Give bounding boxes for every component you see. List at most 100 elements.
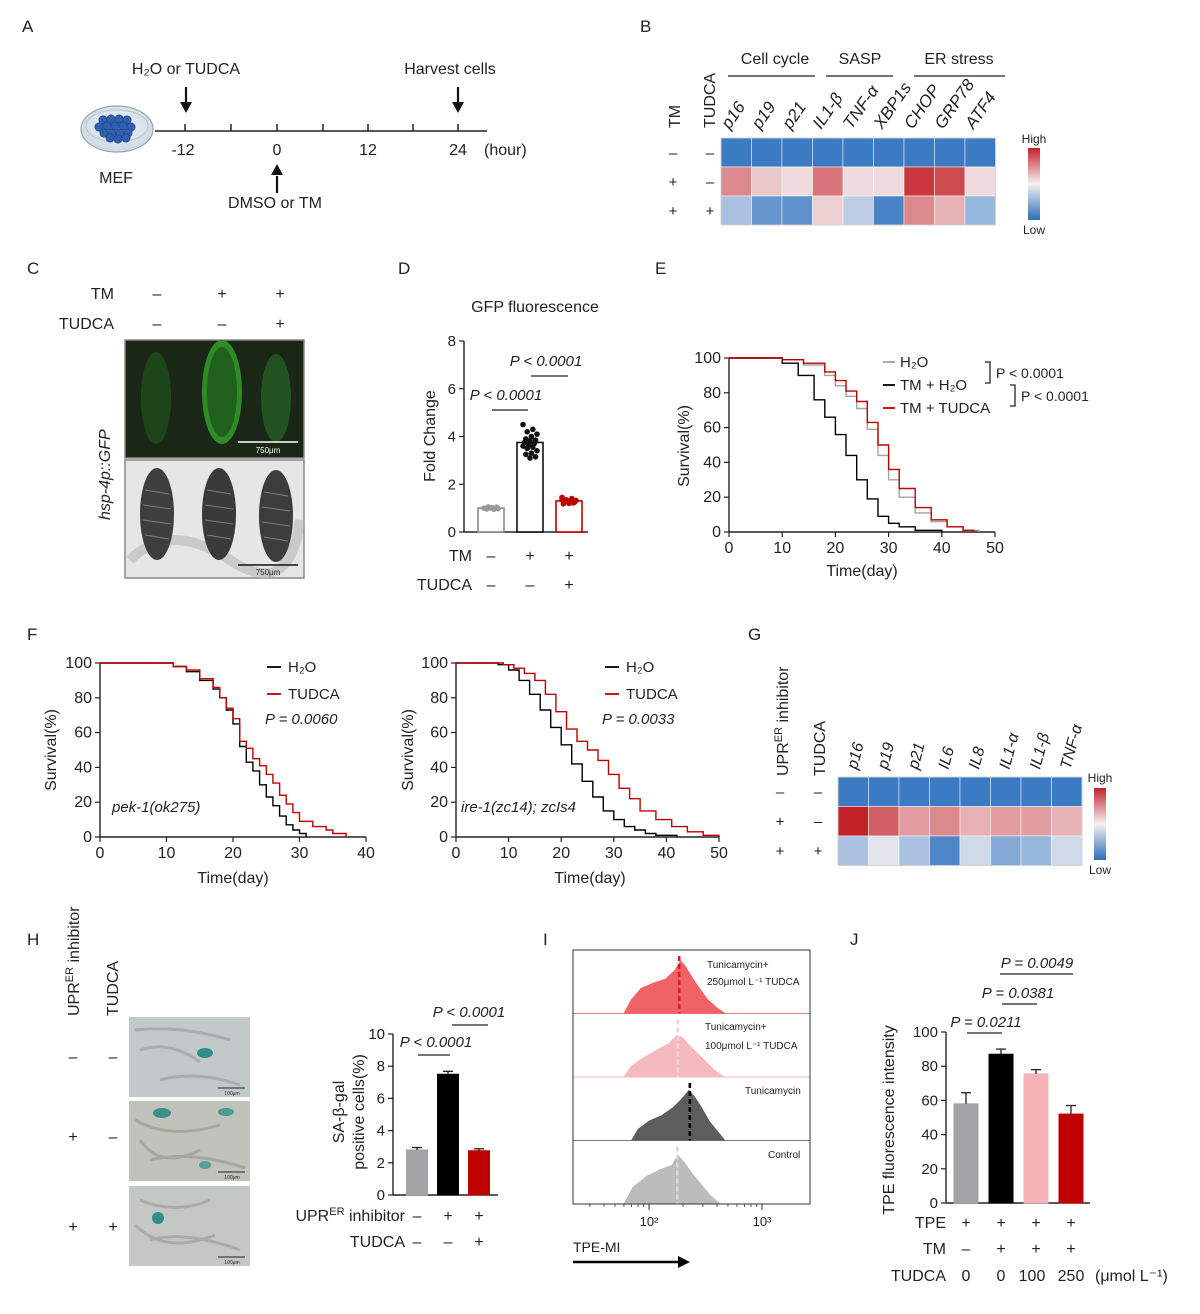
p-value-label: P < 0.0001	[470, 387, 542, 404]
heatmap-cell	[1020, 776, 1052, 807]
scale-low-label: Low	[1089, 863, 1111, 877]
row-tudca-value: –	[814, 784, 823, 801]
gene-label: p19	[747, 98, 780, 133]
heatmap-cell	[1051, 835, 1083, 866]
y-axis-label: positive cells(%)	[351, 1054, 368, 1170]
heatmap-cell	[781, 166, 813, 197]
bar	[988, 1053, 1014, 1204]
condition-value: +	[275, 286, 284, 303]
y-tick-label: 2	[377, 1155, 385, 1172]
condition-value: +	[1031, 1215, 1040, 1232]
heatmap-cell	[929, 835, 961, 866]
y-tick-label: 100	[694, 350, 721, 367]
heatmap-cell	[990, 806, 1022, 837]
y-tick-label: 80	[74, 690, 92, 707]
condition-value: +	[961, 1215, 970, 1232]
heatmap-cell	[868, 776, 900, 807]
gene-label: p16	[717, 98, 750, 133]
panel-letter: E	[655, 259, 666, 278]
y-tick-label: 0	[930, 1195, 938, 1212]
heatmap-cell	[990, 776, 1022, 807]
x-tick-label: 0	[452, 845, 461, 862]
heatmap-cell	[837, 776, 869, 807]
legend-label: TM + TUDCA	[900, 400, 990, 417]
data-point	[520, 421, 526, 428]
y-tick-label: 20	[703, 489, 721, 506]
condition-label: UPRER inhibitor	[295, 1206, 405, 1225]
chart-title: GFP fluorescence	[471, 299, 599, 316]
condition-value: –	[487, 577, 496, 594]
heatmap-b	[720, 137, 996, 226]
treatment-label-bottom: DMSO or TM	[228, 195, 322, 212]
p-value-label: P < 0.0001	[510, 353, 582, 370]
x-axis-label: TPE-MI	[573, 1239, 620, 1255]
chart-f-ire1: 0 20 40 60 80 100 0 10 20 30 40 50	[421, 655, 728, 862]
heatmap-cell	[903, 166, 935, 197]
x-tick-label: 30	[880, 540, 898, 557]
stained-cell	[153, 1108, 171, 1118]
y-tick-label: 10	[368, 1026, 385, 1043]
condition-value: +	[1066, 1241, 1075, 1258]
row-tudca-value: –	[814, 814, 823, 831]
heatmap-cell	[959, 835, 991, 866]
x-tick-label: 0	[96, 845, 105, 862]
scale-high-label: High	[1022, 132, 1047, 146]
micrograph: 100μm	[129, 1186, 250, 1266]
x-tick-label: 50	[986, 540, 1004, 557]
chart-d: 0 2 4 6 8	[448, 333, 588, 541]
panel-letter: B	[640, 17, 651, 36]
micrograph: 100μm	[129, 1101, 250, 1181]
p-value-label: P = 0.0381	[982, 985, 1054, 1002]
condition-value: +	[996, 1241, 1005, 1258]
mef-cell	[121, 133, 131, 143]
worm-brightfield	[259, 470, 293, 562]
data-point	[527, 455, 533, 461]
panel-letter: D	[398, 259, 410, 278]
x-tick-label: 50	[710, 845, 728, 862]
legend-label: TUDCA	[626, 686, 678, 703]
x-tick-label: 40	[658, 845, 676, 862]
condition-value: 100	[1019, 1268, 1046, 1285]
timeline-ticks	[184, 124, 459, 131]
heatmap-cell	[964, 195, 996, 226]
y-tick-label: 80	[921, 1058, 938, 1075]
y-tick-label: 6	[377, 1090, 385, 1107]
group-label: SASP	[839, 51, 882, 68]
legend: H₂O TM + H₂O TM + TUDCA P < 0.0001 P < 0…	[883, 354, 1089, 417]
row-tm-value: +	[669, 203, 678, 220]
row-factor-label: TM	[667, 105, 684, 128]
heatmap-cell	[959, 776, 991, 807]
p-value-label: P < 0.0001	[433, 1004, 505, 1021]
down-arrow-icon	[452, 87, 464, 113]
tick-label: 24	[449, 142, 467, 159]
histogram	[573, 1089, 810, 1141]
survival-curve	[729, 357, 975, 532]
legend-label: H₂O	[900, 354, 928, 371]
gene-label: IL8	[966, 745, 988, 771]
bar	[468, 1150, 490, 1196]
condition-value: +	[525, 548, 534, 565]
data-point	[559, 496, 565, 503]
condition-value: 0	[962, 1268, 971, 1285]
gene-label: IL1-β	[809, 89, 847, 132]
heatmap-cell	[903, 195, 935, 226]
panel-b: B Cell cycle SASP ER stress TM TUDCA p16…	[640, 17, 1046, 237]
scale-low-label: Low	[1023, 223, 1045, 237]
bar	[1058, 1113, 1084, 1204]
heatmap-cell	[929, 776, 961, 807]
condition-value: –	[487, 548, 496, 565]
column-factor-label: TUDCA	[105, 961, 122, 1016]
p-value-label: P = 0.0033	[602, 711, 675, 728]
chart-i	[573, 956, 810, 1210]
bar	[437, 1073, 459, 1196]
heatmap-cell	[868, 806, 900, 837]
row-value: +	[68, 1219, 77, 1236]
stained-cell	[152, 1212, 164, 1224]
data-point	[488, 505, 494, 511]
heatmap-cell	[898, 806, 930, 837]
heatmap-cell	[751, 137, 783, 168]
stained-cell	[218, 1108, 234, 1116]
data-point	[520, 443, 526, 449]
x-tick-label: 0	[725, 540, 734, 557]
